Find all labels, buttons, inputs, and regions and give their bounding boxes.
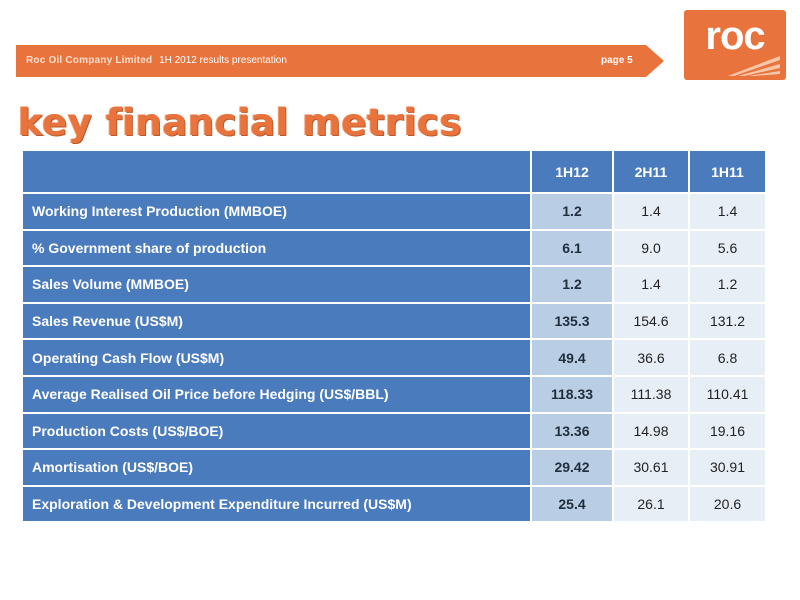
value-1h11: 19.16 [688, 411, 767, 451]
row-label: Average Realised Oil Price before Hedgin… [21, 374, 532, 414]
value-1h11: 5.6 [688, 228, 767, 268]
banner-text: Roc Oil Company Limited 1H 2012 results … [26, 45, 287, 77]
table-row: Operating Cash Flow (US$M) 49.4 36.6 6.8 [21, 338, 767, 377]
row-label: Operating Cash Flow (US$M) [21, 338, 532, 377]
value-1h12: 49.4 [530, 338, 614, 377]
row-label: Sales Revenue (US$M) [21, 301, 532, 341]
page-number: page 5 [601, 55, 633, 66]
header-banner: Roc Oil Company Limited 1H 2012 results … [16, 45, 664, 77]
page-title: key financial metrics [18, 101, 463, 144]
value-2h11: 36.6 [612, 338, 690, 377]
value-1h12: 13.36 [530, 411, 614, 451]
value-1h12: 1.2 [530, 265, 614, 304]
table-row: Production Costs (US$/BOE) 13.36 14.98 1… [21, 411, 767, 451]
financial-metrics-table: 1H12 2H11 1H11 Working Interest Producti… [21, 149, 767, 524]
table-header-row: 1H12 2H11 1H11 [21, 149, 767, 194]
logo-wordmark: roc [705, 14, 765, 58]
value-1h11: 6.8 [688, 338, 767, 377]
value-1h12: 25.4 [530, 484, 614, 524]
value-2h11: 9.0 [612, 228, 690, 268]
company-name: Roc Oil Company Limited [26, 55, 153, 66]
column-header-1h11: 1H11 [688, 149, 767, 194]
presentation-subtitle: 1H 2012 results presentation [159, 55, 287, 66]
roc-logo-stripes-icon [728, 56, 780, 76]
value-2h11: 154.6 [612, 301, 690, 341]
value-1h12: 29.42 [530, 448, 614, 487]
value-2h11: 1.4 [612, 265, 690, 304]
table-row: % Government share of production 6.1 9.0… [21, 228, 767, 268]
row-label: Sales Volume (MMBOE) [21, 265, 532, 304]
value-1h12: 118.33 [530, 374, 614, 414]
value-1h12: 135.3 [530, 301, 614, 341]
row-label: Production Costs (US$/BOE) [21, 411, 532, 451]
roc-logo: roc [684, 10, 786, 80]
row-label: Working Interest Production (MMBOE) [21, 192, 532, 231]
value-1h12: 6.1 [530, 228, 614, 268]
value-2h11: 26.1 [612, 484, 690, 524]
table-row: Exploration & Development Expenditure In… [21, 484, 767, 524]
value-1h11: 131.2 [688, 301, 767, 341]
value-2h11: 30.61 [612, 448, 690, 487]
value-2h11: 14.98 [612, 411, 690, 451]
banner-arrow-shape [16, 45, 664, 77]
column-header-1h12: 1H12 [530, 149, 614, 194]
value-1h12: 1.2 [530, 192, 614, 231]
header-corner-cell [21, 149, 532, 194]
table-row: Working Interest Production (MMBOE) 1.2 … [21, 192, 767, 231]
table-row: Amortisation (US$/BOE) 29.42 30.61 30.91 [21, 448, 767, 487]
row-label: Exploration & Development Expenditure In… [21, 484, 532, 524]
row-label: Amortisation (US$/BOE) [21, 448, 532, 487]
value-2h11: 111.38 [612, 374, 690, 414]
value-1h11: 1.2 [688, 265, 767, 304]
table-row: Sales Revenue (US$M) 135.3 154.6 131.2 [21, 301, 767, 341]
value-1h11: 110.41 [688, 374, 767, 414]
table-row: Sales Volume (MMBOE) 1.2 1.4 1.2 [21, 265, 767, 304]
value-1h11: 1.4 [688, 192, 767, 231]
value-1h11: 20.6 [688, 484, 767, 524]
column-header-2h11: 2H11 [612, 149, 690, 194]
row-label: % Government share of production [21, 228, 532, 268]
value-1h11: 30.91 [688, 448, 767, 487]
table-row: Average Realised Oil Price before Hedgin… [21, 374, 767, 414]
value-2h11: 1.4 [612, 192, 690, 231]
